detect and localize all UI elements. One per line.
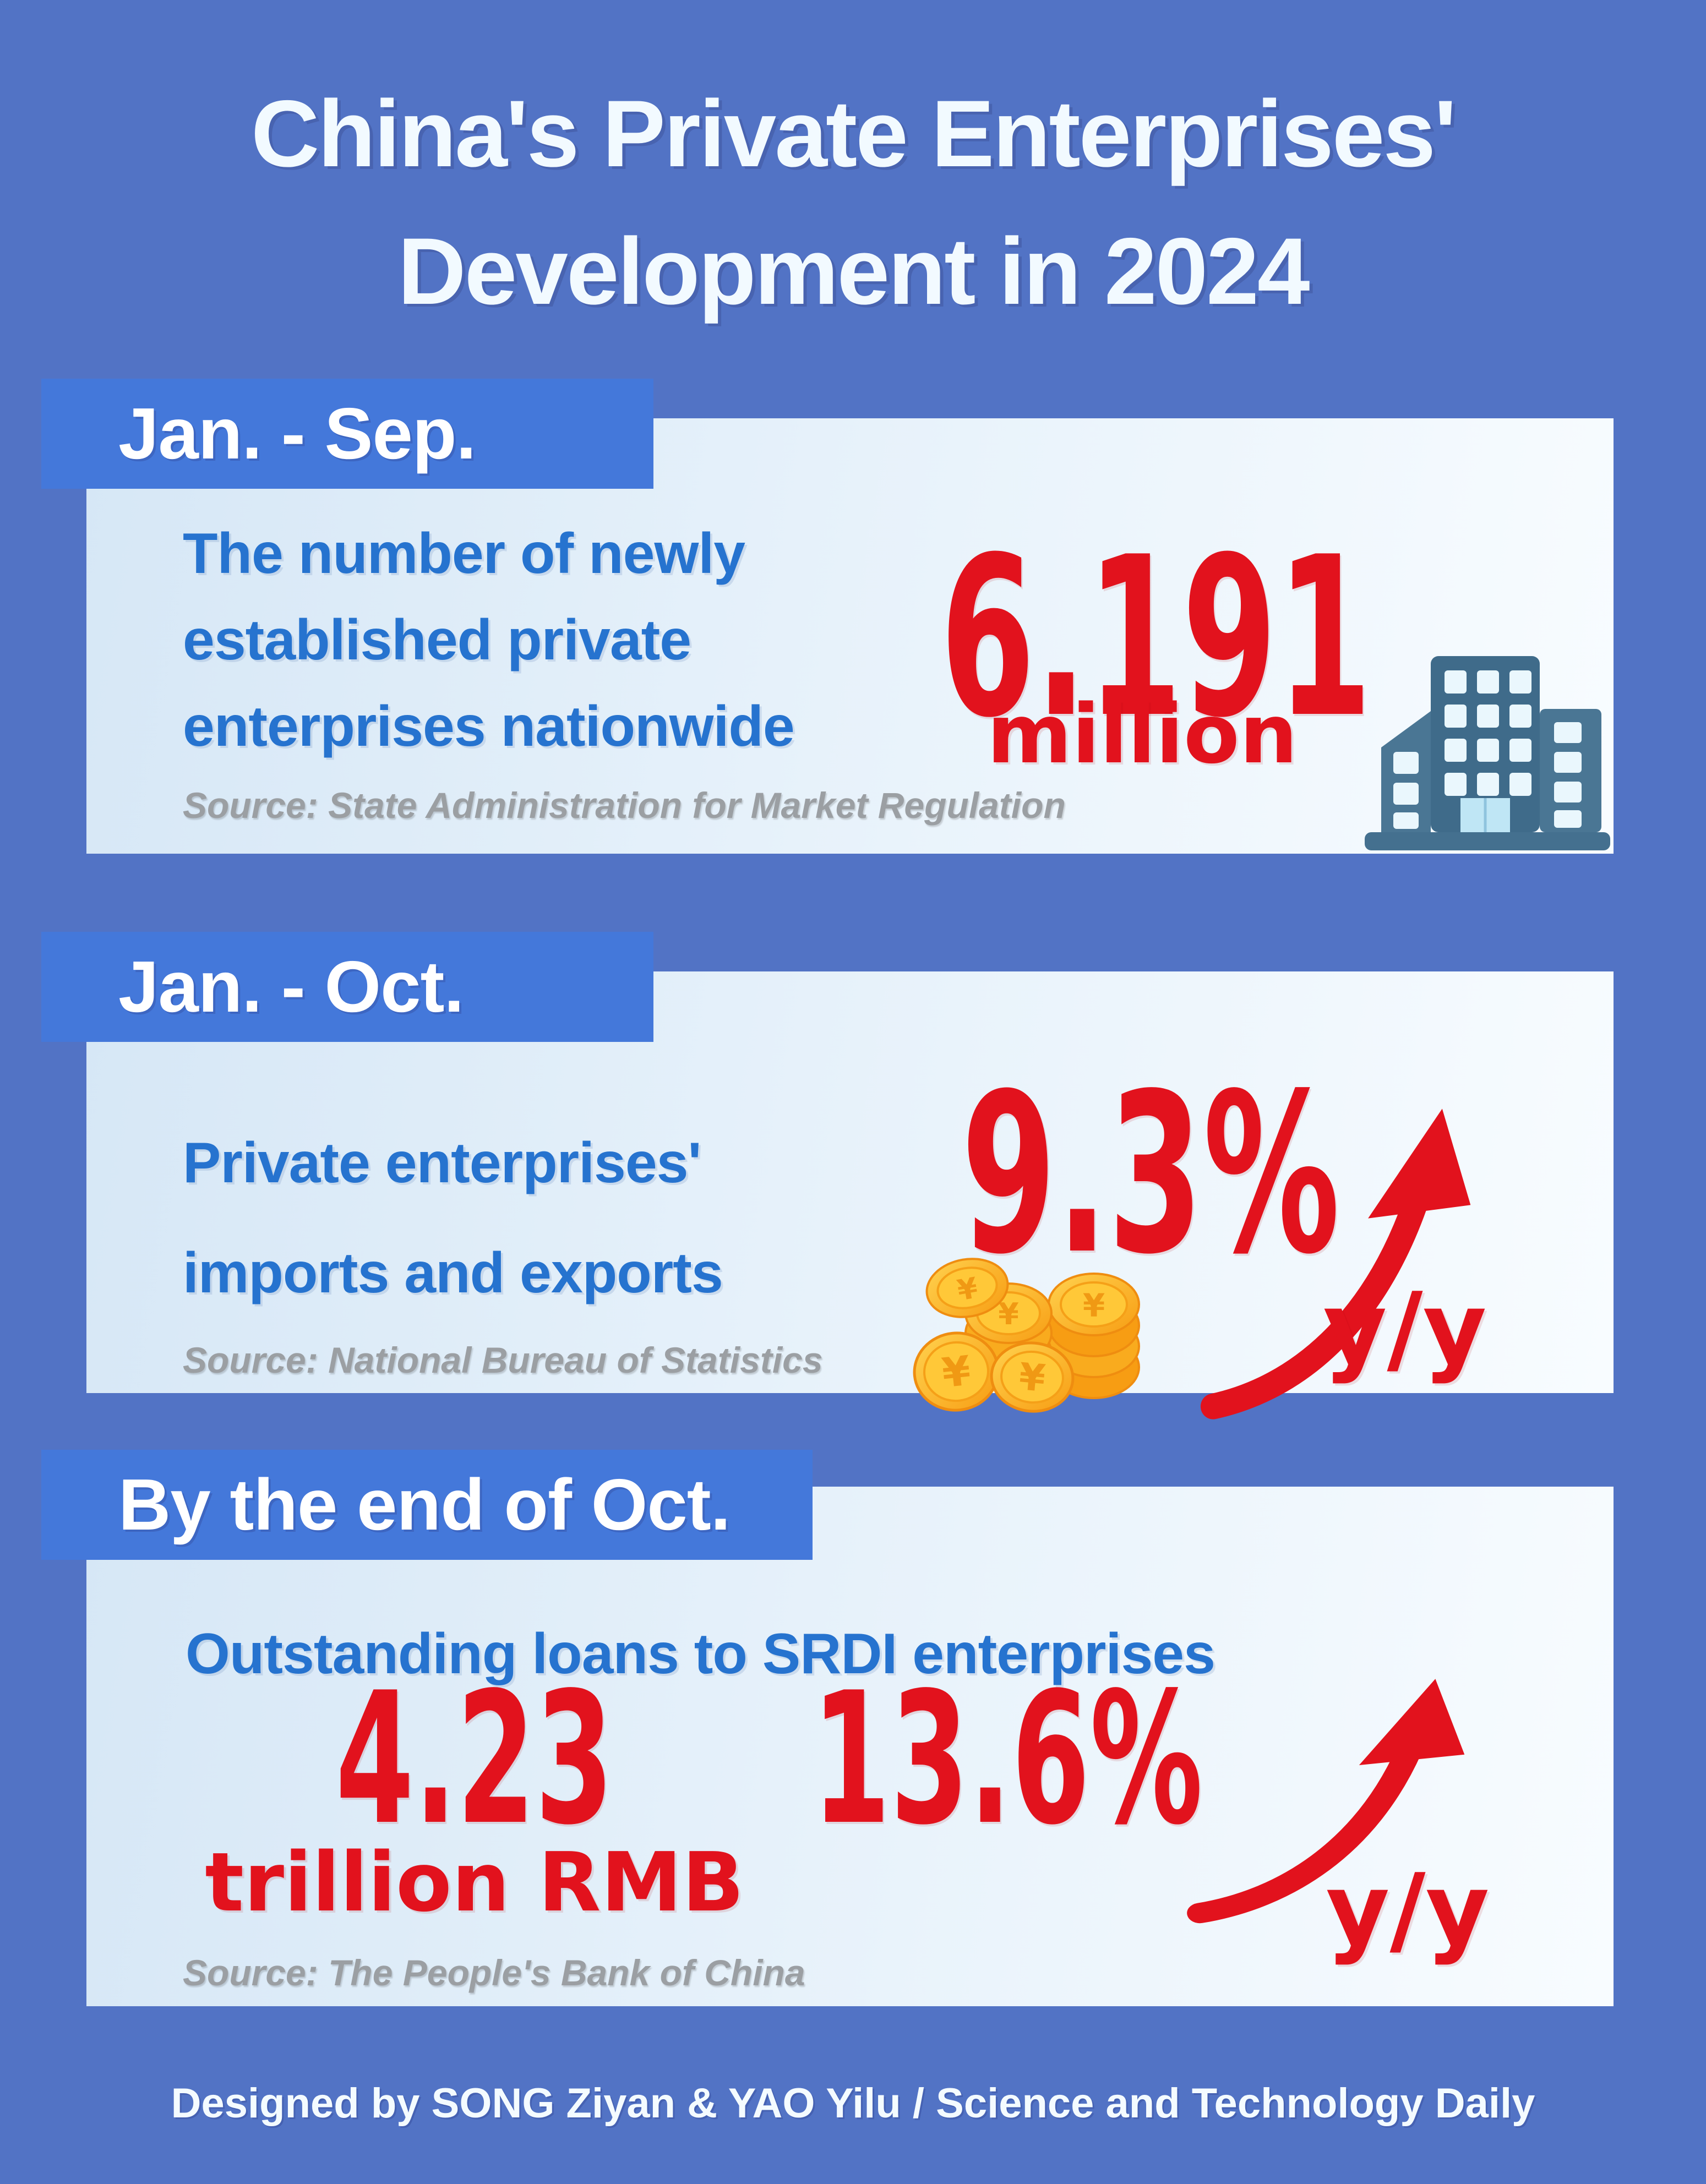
office-building-icon [1358,644,1617,853]
page-title: China's Private Enterprises' Development… [0,65,1706,340]
up-arrow-icon [1196,1095,1490,1434]
card2-line1: Private enterprises' [183,1131,701,1195]
card3-growth: 13.6% [812,1653,1203,1865]
card-imports-exports: Private enterprises' imports and exports… [86,971,1614,1419]
title-line2: Development in 2024 [397,219,1310,324]
card3-unit: trillion RMB [205,1835,744,1930]
card3-heading: Outstanding loans to SRDI enterprises [186,1622,1216,1686]
card2-value: 9.3% [961,1047,1340,1303]
card1-unit: million [986,687,1298,782]
card1-description: The number of newly established private … [183,511,795,770]
card2-source: Source: National Bureau of Statistics [183,1340,823,1380]
period-badge-end-of-oct: By the end of Oct. [41,1450,813,1560]
svg-text:¥: ¥ [940,1347,973,1397]
card3-change-label: y/y [1326,1853,1490,1967]
card1-line1: The number of newly [183,522,745,586]
svg-text:¥: ¥ [1083,1287,1105,1324]
card1-line2: established private [183,608,691,672]
card3-source: Source: The People's Bank of China [183,1952,805,1993]
period-badge-jan-oct: Jan. - Oct. [41,932,653,1042]
credit-line: Designed by SONG Ziyan & YAO Yilu / Scie… [171,2080,1535,2127]
svg-text:¥: ¥ [998,1297,1019,1331]
card1-value: 6.191 [940,510,1372,766]
card1-line3: enterprises nationwide [183,695,795,758]
coins-icon: ¥ ¥ ¥ ¥ [907,1249,1182,1417]
card3-value: 4.23 [335,1653,614,1865]
up-arrow-icon [1182,1668,1485,1935]
card2-description: Private enterprises' imports and exports [183,1108,723,1328]
card-new-enterprises: The number of newly established private … [86,418,1614,854]
svg-text:¥: ¥ [1017,1355,1047,1401]
period-badge-jan-sep: Jan. - Sep. [41,379,653,489]
card2-line2: imports and exports [183,1241,723,1305]
title-line1: China's Private Enterprises' [251,81,1457,187]
card-srdi-loans: Outstanding loans to SRDI enterprises 4.… [86,1487,1614,2006]
card2-change-label: y/y [1323,1271,1487,1385]
card1-source: Source: State Administration for Market … [183,785,1066,826]
